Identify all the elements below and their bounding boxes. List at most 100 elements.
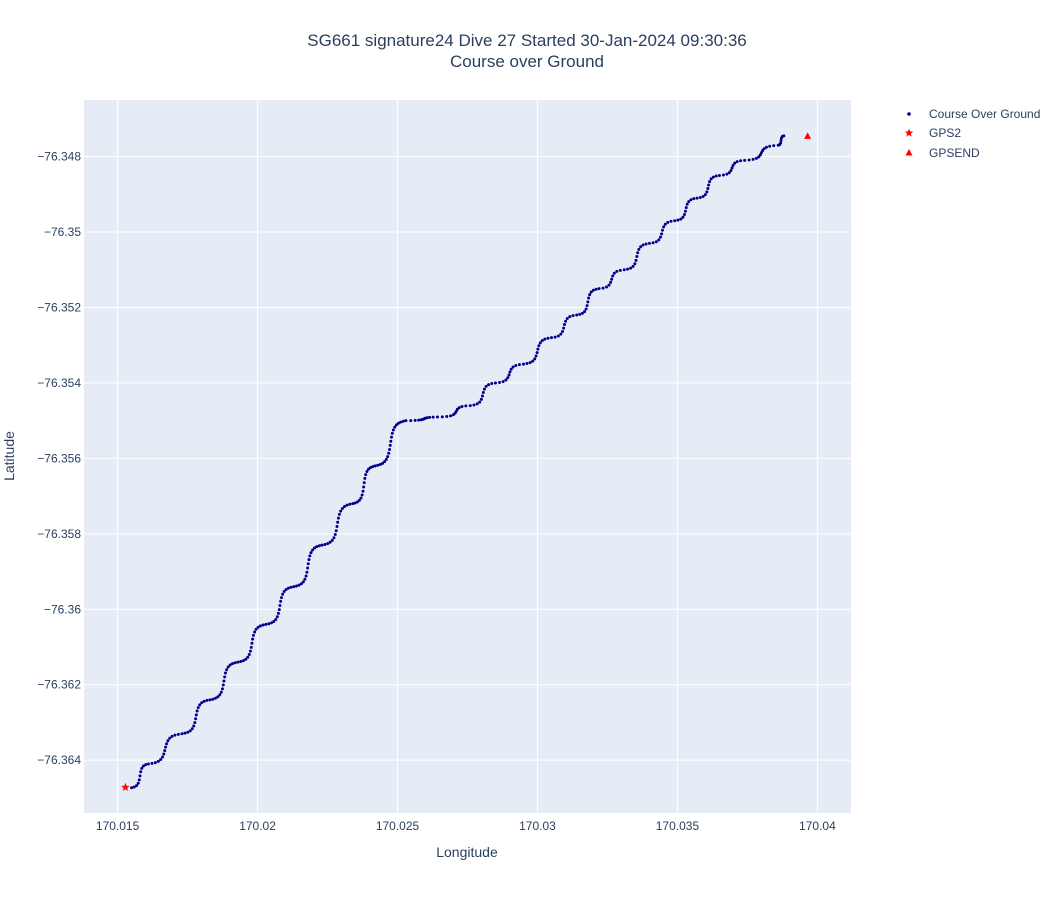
course-point bbox=[575, 313, 579, 317]
course-point bbox=[739, 159, 743, 163]
course-point bbox=[194, 717, 198, 721]
course-point bbox=[679, 217, 683, 221]
course-point bbox=[141, 764, 145, 768]
course-point bbox=[521, 362, 525, 366]
course-point bbox=[586, 300, 590, 304]
course-point bbox=[166, 739, 170, 743]
legend-triangle-icon bbox=[905, 149, 913, 156]
course-point bbox=[701, 194, 705, 198]
course-point bbox=[168, 736, 172, 740]
legend-item-course-over-ground[interactable]: Course Over Ground bbox=[907, 107, 1040, 121]
course-point bbox=[607, 283, 611, 287]
course-point bbox=[389, 439, 393, 443]
course-point bbox=[651, 241, 655, 245]
course-point bbox=[413, 418, 417, 422]
course-point bbox=[306, 562, 310, 566]
course-point bbox=[482, 387, 486, 391]
course-point bbox=[292, 585, 296, 589]
course-point bbox=[725, 172, 729, 176]
course-point bbox=[644, 242, 648, 246]
course-point bbox=[138, 774, 142, 778]
course-point bbox=[267, 622, 271, 626]
course-point bbox=[190, 727, 194, 731]
course-point bbox=[528, 361, 532, 365]
course-point bbox=[731, 163, 735, 167]
y-tick-label: −76.362 bbox=[37, 678, 81, 692]
course-point bbox=[514, 363, 518, 367]
course-point bbox=[393, 425, 397, 429]
course-point bbox=[464, 404, 468, 408]
legend-star-icon bbox=[904, 128, 914, 137]
course-point bbox=[220, 687, 224, 691]
course-point bbox=[247, 652, 251, 656]
course-point bbox=[633, 262, 637, 266]
course-point bbox=[417, 418, 421, 422]
course-point bbox=[391, 428, 395, 432]
course-point bbox=[535, 351, 539, 355]
course-point bbox=[317, 544, 321, 548]
course-point bbox=[278, 604, 282, 608]
course-point bbox=[666, 220, 670, 224]
course-point bbox=[307, 558, 311, 562]
course-point bbox=[336, 516, 340, 520]
course-point bbox=[137, 778, 141, 782]
course-point bbox=[304, 574, 308, 578]
course-point bbox=[751, 157, 755, 161]
course-point bbox=[387, 451, 391, 455]
course-point bbox=[589, 290, 593, 294]
course-point bbox=[540, 339, 544, 343]
course-point bbox=[333, 532, 337, 536]
gpsend-point bbox=[804, 132, 812, 139]
legend-item-gps2[interactable]: GPS2 bbox=[904, 126, 962, 140]
course-point bbox=[153, 761, 157, 765]
course-point bbox=[196, 706, 200, 710]
course-point bbox=[384, 457, 388, 461]
course-point bbox=[504, 378, 508, 382]
course-point bbox=[320, 543, 324, 547]
course-point bbox=[339, 509, 343, 513]
course-point bbox=[687, 200, 691, 204]
course-point bbox=[663, 222, 667, 226]
course-point bbox=[498, 380, 502, 384]
course-point bbox=[146, 762, 150, 766]
course-point bbox=[487, 383, 491, 387]
course-point bbox=[637, 247, 641, 251]
course-point bbox=[396, 421, 400, 425]
course-point bbox=[537, 344, 541, 348]
course-point bbox=[635, 255, 639, 259]
course-point bbox=[536, 347, 540, 351]
course-point bbox=[629, 266, 633, 270]
course-point bbox=[226, 665, 230, 669]
course-point bbox=[615, 269, 619, 273]
course-point bbox=[211, 697, 215, 701]
course-point bbox=[684, 206, 688, 210]
course-point bbox=[236, 660, 240, 664]
course-point bbox=[609, 280, 613, 284]
course-point bbox=[681, 215, 685, 219]
course-point bbox=[213, 696, 217, 700]
course-point bbox=[381, 461, 385, 465]
course-point bbox=[511, 365, 515, 369]
course-point bbox=[641, 243, 645, 247]
course-point bbox=[683, 209, 687, 213]
course-point bbox=[223, 675, 227, 679]
course-point bbox=[390, 431, 394, 435]
y-tick-label: −76.348 bbox=[37, 150, 81, 164]
course-point bbox=[481, 390, 485, 394]
course-point bbox=[272, 619, 276, 623]
course-point bbox=[388, 443, 392, 447]
course-point bbox=[269, 621, 273, 625]
course-point bbox=[303, 577, 307, 581]
course-point bbox=[568, 315, 572, 319]
course-point bbox=[360, 493, 364, 497]
course-point bbox=[501, 380, 505, 384]
course-point bbox=[233, 661, 237, 665]
course-point bbox=[279, 599, 283, 603]
course-point bbox=[729, 168, 733, 172]
legend-item-gpsend[interactable]: GPSEND bbox=[905, 146, 981, 160]
course-point bbox=[225, 668, 229, 672]
course-point bbox=[279, 596, 283, 600]
course-point bbox=[170, 734, 174, 738]
